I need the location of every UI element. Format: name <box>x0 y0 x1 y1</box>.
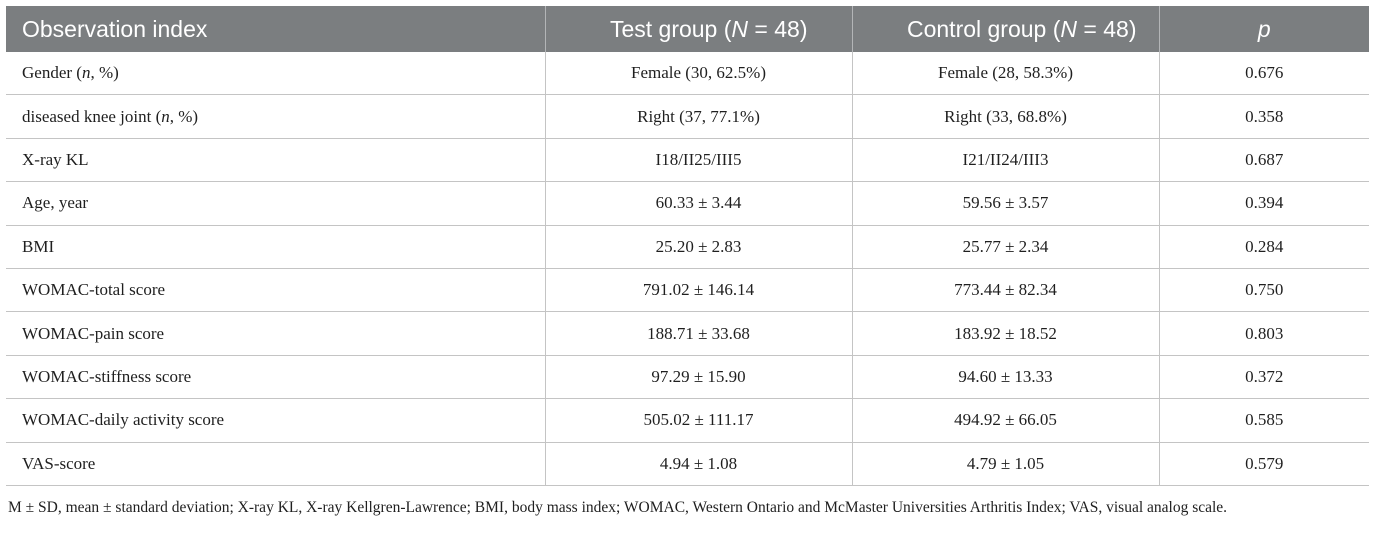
row-p-value: 0.803 <box>1159 311 1369 356</box>
row-p-value: 0.284 <box>1159 225 1369 269</box>
row-test-value: 791.02 ± 146.14 <box>545 268 853 313</box>
row-label-var: n <box>81 63 91 83</box>
table-row: WOMAC-stiffness score 97.29 ± 15.90 94.6… <box>6 355 1369 400</box>
row-control-value: 25.77 ± 2.34 <box>852 225 1160 269</box>
row-p-value: 0.585 <box>1159 398 1369 443</box>
row-control-value: Female (28, 58.3%) <box>852 52 1160 96</box>
row-label: VAS-score <box>6 442 546 486</box>
row-control-value: 94.60 ± 13.33 <box>852 355 1160 400</box>
row-p-value: 0.687 <box>1159 138 1369 183</box>
row-label: WOMAC-daily activity score <box>6 398 546 443</box>
row-label: WOMAC-total score <box>6 268 546 313</box>
row-label: WOMAC-pain score <box>6 311 546 356</box>
table-row: WOMAC-pain score 188.71 ± 33.68 183.92 ±… <box>6 311 1369 356</box>
header-p-value: p <box>1159 6 1369 52</box>
row-p-value: 0.750 <box>1159 268 1369 313</box>
row-test-value: 25.20 ± 2.83 <box>545 225 853 269</box>
header-observation-index: Observation index <box>6 6 546 52</box>
row-label: X-ray KL <box>6 138 546 183</box>
table-row: Age, year 60.33 ± 3.44 59.56 ± 3.57 0.39… <box>6 181 1369 226</box>
row-control-value: 183.92 ± 18.52 <box>852 311 1160 356</box>
header-test-group-post: = 48) <box>748 15 808 42</box>
header-control-group-post: = 48) <box>1077 15 1137 42</box>
header-control-group: Control group (N = 48) <box>852 6 1160 52</box>
row-test-value: 505.02 ± 111.17 <box>545 398 853 443</box>
header-control-group-var: N <box>1060 15 1078 42</box>
row-label-pre: Gender ( <box>22 63 82 83</box>
row-control-value: I21/II24/III3 <box>852 138 1160 183</box>
row-test-value: Right (37, 77.1%) <box>545 94 853 139</box>
table-row: WOMAC-daily activity score 505.02 ± 111.… <box>6 398 1369 443</box>
row-test-value: 4.94 ± 1.08 <box>545 442 853 486</box>
row-label-post: , %) <box>169 106 199 126</box>
row-control-value: Right (33, 68.8%) <box>852 94 1160 139</box>
table-header: Observation index Test group (N = 48) Co… <box>6 6 1369 52</box>
row-test-value: 188.71 ± 33.68 <box>545 311 853 356</box>
row-test-value: 60.33 ± 3.44 <box>545 181 853 226</box>
row-test-value: I18/II25/III5 <box>545 138 853 183</box>
row-p-value: 0.372 <box>1159 355 1369 400</box>
row-label-post: , %) <box>90 63 119 83</box>
header-row: Observation index Test group (N = 48) Co… <box>6 6 1369 52</box>
row-test-value: Female (30, 62.5%) <box>545 52 853 96</box>
header-control-group-pre: Control group ( <box>906 15 1061 42</box>
row-label: Gender (n, %) <box>6 52 546 96</box>
row-control-value: 494.92 ± 66.05 <box>852 398 1160 443</box>
table-footnote: M ± SD, mean ± standard deviation; X-ray… <box>8 498 1228 516</box>
row-p-value: 0.394 <box>1159 181 1369 226</box>
row-label: WOMAC-stiffness score <box>6 355 546 400</box>
header-test-group-var: N <box>731 15 749 42</box>
row-label: Age, year <box>6 181 546 226</box>
table-row: diseased knee joint (n, %) Right (37, 77… <box>6 94 1369 139</box>
row-control-value: 773.44 ± 82.34 <box>852 268 1160 313</box>
table-row: WOMAC-total score 791.02 ± 146.14 773.44… <box>6 268 1369 313</box>
row-label: diseased knee joint (n, %) <box>6 94 546 139</box>
row-p-value: 0.676 <box>1159 52 1369 96</box>
row-label-pre: diseased knee joint ( <box>22 106 162 126</box>
table-container: Observation index Test group (N = 48) Co… <box>6 6 1369 520</box>
row-label: BMI <box>6 225 546 269</box>
observation-table: Observation index Test group (N = 48) Co… <box>6 6 1369 486</box>
header-p-value-text: p <box>1257 15 1271 42</box>
header-observation-index-text: Observation index <box>22 15 208 42</box>
header-test-group-pre: Test group ( <box>609 15 732 42</box>
row-control-value: 59.56 ± 3.57 <box>852 181 1160 226</box>
header-test-group: Test group (N = 48) <box>545 6 853 52</box>
table-body: Gender (n, %) Female (30, 62.5%) Female … <box>6 52 1369 486</box>
table-row: BMI 25.20 ± 2.83 25.77 ± 2.34 0.284 <box>6 225 1369 269</box>
row-control-value: 4.79 ± 1.05 <box>852 442 1160 486</box>
table-row: X-ray KL I18/II25/III5 I21/II24/III3 0.6… <box>6 138 1369 183</box>
table-row: Gender (n, %) Female (30, 62.5%) Female … <box>6 52 1369 96</box>
row-p-value: 0.358 <box>1159 94 1369 139</box>
row-label-var: n <box>161 106 170 126</box>
row-test-value: 97.29 ± 15.90 <box>545 355 853 400</box>
table-row: VAS-score 4.94 ± 1.08 4.79 ± 1.05 0.579 <box>6 442 1369 486</box>
row-p-value: 0.579 <box>1159 442 1369 486</box>
